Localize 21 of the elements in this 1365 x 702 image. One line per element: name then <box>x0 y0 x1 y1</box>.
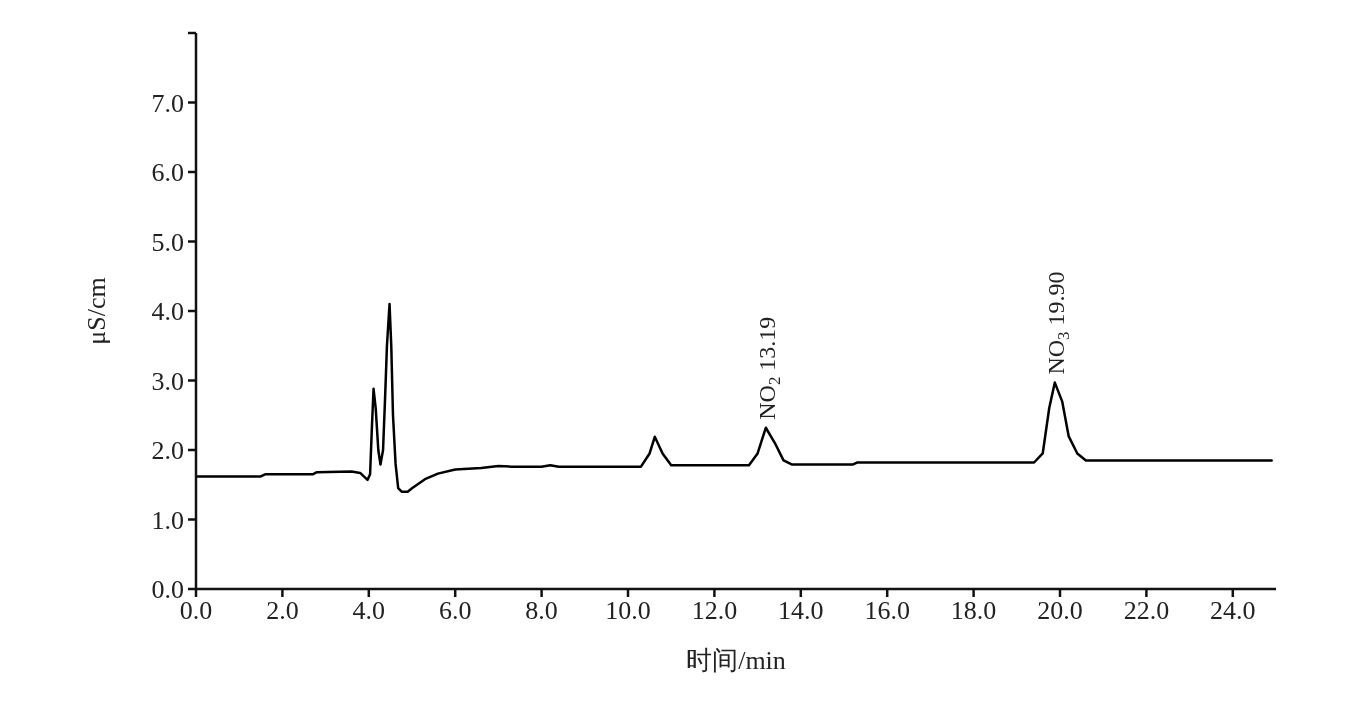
y-tick-label: 2.0 <box>151 436 184 466</box>
x-tick-label: 16.0 <box>864 596 910 626</box>
x-tick-label: 14.0 <box>778 596 824 626</box>
y-tick-label: 5.0 <box>151 227 184 257</box>
y-tick-label: 7.0 <box>151 88 184 118</box>
x-tick-label: 2.0 <box>266 596 299 626</box>
y-tick-label: 1.0 <box>151 505 184 535</box>
y-axis-title: μS/cm <box>82 277 112 345</box>
x-tick-label: 22.0 <box>1123 596 1170 626</box>
y-tick-label: 3.0 <box>151 366 184 396</box>
x-tick-label: 18.0 <box>950 596 997 626</box>
x-tick-label: 24.0 <box>1210 596 1256 626</box>
x-tick-label: 12.0 <box>691 596 738 626</box>
x-tick-label: 6.0 <box>438 596 472 626</box>
x-tick-label: 4.0 <box>352 596 386 626</box>
x-axis-title: 时间/min <box>686 646 786 675</box>
y-tick-label: 6.0 <box>151 158 184 188</box>
y-tick-label: 4.0 <box>151 297 184 327</box>
x-tick-label: 10.0 <box>605 596 651 626</box>
x-tick-label: 8.0 <box>525 596 558 626</box>
x-tick-label: 20.0 <box>1037 596 1083 626</box>
